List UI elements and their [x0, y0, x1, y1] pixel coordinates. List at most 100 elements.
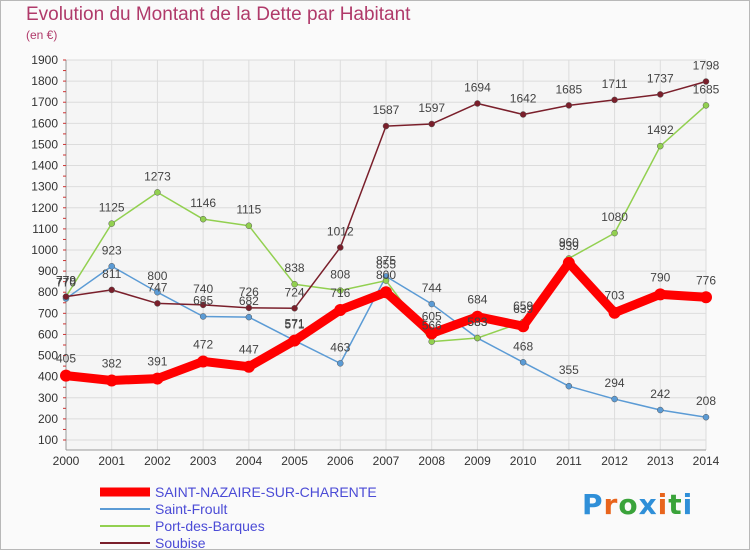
data-label: 1798 [693, 59, 720, 73]
data-point [245, 313, 253, 321]
x-tick-label: 2001 [98, 454, 125, 468]
y-tick-label: 1900 [31, 53, 58, 67]
data-point [700, 291, 712, 304]
data-point [702, 102, 710, 109]
data-point [154, 300, 161, 307]
data-point [154, 189, 161, 196]
data-point [657, 142, 664, 150]
data-point [154, 288, 161, 296]
data-label: 571 [285, 318, 305, 332]
data-point [565, 382, 573, 390]
data-point [199, 301, 207, 309]
data-point [654, 288, 667, 301]
data-point [517, 320, 530, 333]
data-point [199, 215, 207, 223]
data-label: 808 [330, 268, 350, 282]
y-tick-label: 1200 [31, 201, 58, 215]
y-tick-label: 500 [38, 349, 58, 363]
y-tick-label: 400 [38, 370, 58, 384]
x-tick-label: 2011 [556, 454, 582, 468]
data-point [474, 100, 481, 107]
data-label: 472 [193, 337, 213, 351]
data-label: 790 [650, 270, 670, 284]
logo-letter: P [582, 488, 604, 521]
data-label: 1737 [647, 71, 674, 85]
y-tick-label: 1500 [31, 137, 58, 151]
data-point [611, 229, 618, 237]
data-point [471, 310, 484, 323]
data-point [425, 327, 438, 340]
data-point [382, 122, 390, 130]
proxiti-logo: Proxiti [582, 488, 693, 521]
data-label: 566 [422, 319, 442, 333]
y-tick-label: 1300 [31, 180, 58, 194]
data-point [657, 406, 664, 414]
data-label: 685 [193, 294, 213, 308]
data-label: 1711 [602, 77, 628, 91]
data-point [197, 355, 210, 368]
y-tick-label: 1700 [31, 95, 58, 109]
logo-letter: r [603, 488, 619, 521]
data-label: 800 [147, 269, 167, 283]
data-label: 463 [330, 340, 350, 354]
x-tick-label: 2012 [601, 454, 628, 468]
data-label: 583 [467, 315, 487, 329]
data-label: 726 [239, 285, 259, 299]
data-label: 724 [285, 285, 305, 299]
y-tick-label: 200 [38, 412, 58, 426]
data-point [702, 413, 710, 421]
x-tick-label: 2014 [693, 454, 720, 468]
data-point [108, 263, 115, 270]
data-label: 1685 [693, 82, 720, 96]
data-label: 1642 [510, 91, 537, 105]
data-point [245, 304, 253, 312]
data-label: 776 [696, 273, 716, 287]
x-tick-label: 2004 [236, 454, 263, 468]
data-label: 703 [605, 289, 625, 303]
data-point [60, 369, 72, 382]
logo-letter: x [638, 488, 658, 521]
data-point [428, 120, 435, 128]
data-point [428, 300, 435, 308]
legend-label: Soubise [155, 535, 206, 550]
data-label: 740 [193, 282, 213, 296]
y-tick-label: 1000 [31, 243, 58, 257]
data-label: 923 [102, 243, 122, 257]
data-label: 1492 [647, 123, 674, 137]
data-label: 447 [239, 343, 259, 357]
legend-label: Port-des-Barques [155, 518, 265, 534]
data-label: 1694 [464, 80, 491, 94]
data-point [105, 374, 118, 387]
data-label: 1597 [418, 101, 445, 115]
y-tick-label: 1100 [32, 222, 58, 236]
x-tick-label: 2003 [190, 454, 217, 468]
data-label: 811 [102, 267, 121, 281]
data-label: 682 [239, 294, 259, 308]
data-point [288, 334, 301, 347]
data-label: 744 [422, 281, 442, 295]
legend-label: SAINT-NAZAIRE-SUR-CHARENTE [155, 484, 377, 500]
x-tick-label: 2007 [373, 454, 400, 468]
y-tick-label: 300 [38, 391, 58, 405]
x-tick-label: 2009 [464, 454, 491, 468]
data-label: 1146 [190, 196, 216, 210]
data-label: 355 [559, 363, 579, 377]
x-tick-label: 2008 [418, 454, 445, 468]
data-point [519, 111, 527, 118]
data-label: 659 [513, 299, 533, 313]
data-point [565, 102, 573, 109]
data-label: 583 [467, 315, 487, 329]
y-tick-label: 1400 [31, 159, 58, 173]
chart-title: Evolution du Montant de la Dette par Hab… [26, 4, 411, 25]
data-label: 382 [102, 356, 122, 370]
data-label: 1685 [556, 82, 583, 96]
data-point [108, 220, 115, 227]
data-label: 1125 [99, 201, 125, 215]
x-tick-label: 2000 [53, 454, 80, 468]
logo-letter: o [618, 488, 639, 521]
data-label: 639 [513, 302, 533, 316]
data-label: 716 [330, 286, 350, 300]
y-tick-label: 600 [38, 327, 58, 341]
data-point [334, 303, 347, 316]
x-tick-label: 2010 [510, 454, 537, 468]
